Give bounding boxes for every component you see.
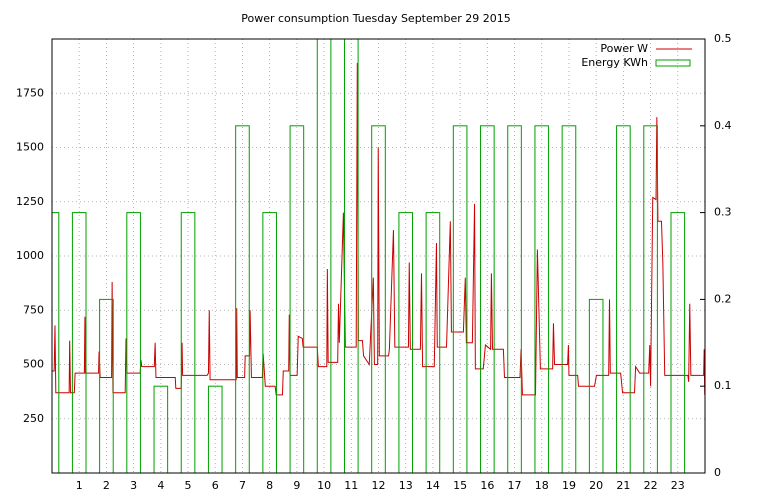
energy-bar: [561, 125, 577, 473]
y-tick-label: 250: [23, 412, 44, 425]
energy-bar: [534, 125, 550, 473]
x-tick-label: 7: [239, 479, 246, 492]
x-tick-label: 13: [399, 479, 413, 492]
x-tick-label: 12: [372, 479, 386, 492]
y2-tick-label: 0.5: [714, 32, 732, 45]
y-tick-label: 500: [23, 358, 44, 371]
x-tick-label: 18: [535, 479, 549, 492]
energy-bar: [643, 125, 658, 473]
energy-bar: [153, 385, 169, 473]
energy-bar: [343, 39, 359, 473]
x-tick-label: 14: [426, 479, 440, 492]
x-tick-label: 4: [157, 479, 164, 492]
y2-tick-label: 0.4: [714, 119, 732, 132]
y-tick-label: 750: [23, 303, 44, 316]
x-tick-label: 19: [562, 479, 576, 492]
labels: 250 500 750 1000 1250 1500 1750 0 0.1 0.2 0.3 0.4 0.…: [16, 32, 732, 492]
energy-bar: [99, 298, 114, 473]
energy-bar: [398, 212, 414, 473]
energy-bar: [262, 212, 277, 473]
y2-tick-label: 0.2: [714, 292, 732, 305]
energy-bar: [235, 125, 250, 473]
energy-bar: [316, 39, 332, 473]
energy-bar: [180, 212, 196, 473]
energy-bar: [588, 298, 604, 473]
x-tick-label: 11: [344, 479, 358, 492]
x-tick-label: 20: [589, 479, 603, 492]
y-tick-label: 1500: [16, 141, 44, 154]
energy-bar: [452, 125, 468, 473]
x-tick-label: 15: [453, 479, 467, 492]
y2-tick-label: 0.3: [714, 206, 732, 219]
x-tick-label: 10: [317, 479, 331, 492]
x-tick-label: 8: [266, 479, 273, 492]
plot-frame: [51, 38, 706, 474]
y-tick-label: 1250: [16, 195, 44, 208]
energy-bar: [289, 125, 305, 473]
x-tick-label: 5: [185, 479, 192, 492]
x-tick-label: 2: [103, 479, 110, 492]
power-line: [52, 62, 705, 396]
x-tick-label: 17: [508, 479, 522, 492]
x-tick-label: 22: [644, 479, 658, 492]
plot-area: [52, 39, 705, 473]
y2-tick-label: 0.1: [714, 379, 732, 392]
x-tick-label: 21: [616, 479, 630, 492]
energy-bar: [71, 212, 87, 473]
chart-title: Power consumption Tuesday September 29 2…: [241, 12, 511, 25]
energy-bar: [616, 125, 631, 473]
y-tick-label: 1750: [16, 86, 44, 99]
x-tick-label: 9: [293, 479, 300, 492]
energy-bar: [425, 212, 441, 473]
energy-bar: [670, 212, 686, 473]
legend-label: Energy KWh: [581, 56, 648, 69]
energy-bar: [126, 212, 141, 473]
x-tick-label: 3: [130, 479, 137, 492]
y2-tick-label: 0: [714, 466, 721, 479]
x-tick-label: 16: [480, 479, 494, 492]
legend-label: Power W: [600, 42, 648, 55]
energy-bar: [207, 385, 223, 473]
x-tick-label: 1: [76, 479, 83, 492]
energy-bar: [371, 125, 386, 473]
legend-swatch: [655, 59, 691, 67]
x-tick-label: 23: [671, 479, 685, 492]
y-tick-label: 1000: [16, 249, 44, 262]
energy-bar: [480, 125, 495, 473]
energy-bar: [507, 125, 522, 473]
x-tick-label: 6: [212, 479, 219, 492]
